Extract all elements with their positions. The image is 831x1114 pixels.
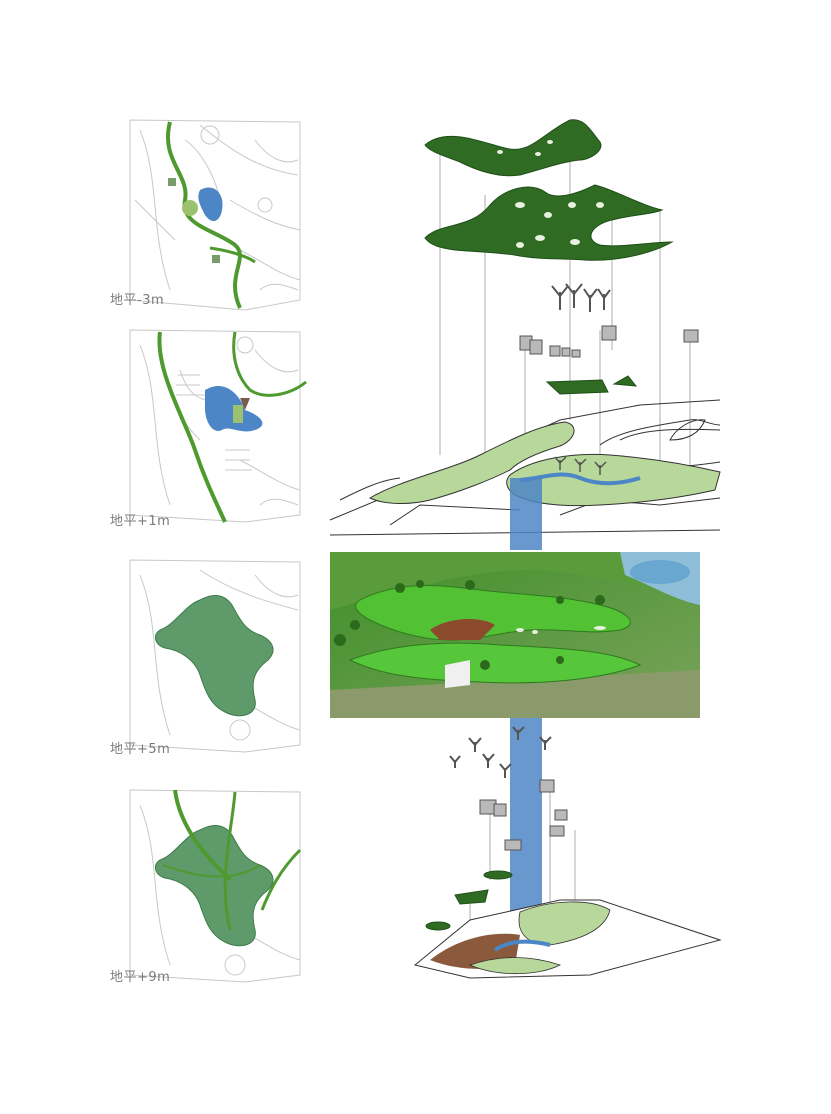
level-label-plus-1m: 地平+1m: [110, 514, 171, 529]
site-plan-plus-9m: [129, 789, 302, 983]
green-path: [157, 331, 227, 523]
building-blocks-upper: [519, 325, 699, 358]
ground-plane-bottom: [413, 899, 722, 979]
level-label-minus-3m: 地平-3m: [110, 293, 165, 308]
roof-layer-top: [424, 119, 602, 177]
building-blocks-lower: [479, 779, 568, 851]
tree-cluster-lower: [449, 726, 552, 778]
level-label-plus-5m: 地平+5m: [110, 742, 171, 757]
rendered-perspective-image: [330, 552, 700, 718]
roof-footprint: [154, 824, 274, 947]
pond: [198, 187, 223, 222]
site-plan-plus-5m: [129, 559, 301, 753]
tree-cluster-upper: [551, 283, 611, 312]
green-path: [166, 121, 242, 309]
level-label-plus-9m: 地平+9m: [110, 970, 171, 985]
site-plan-minus-3m: [129, 119, 301, 311]
water-column: [510, 718, 542, 933]
lawn-light: [368, 421, 575, 504]
water-column: [510, 478, 542, 550]
site-plan-plus-1m: [129, 329, 307, 523]
roof-footprint: [154, 594, 274, 717]
roof-layer-second: [424, 184, 674, 261]
